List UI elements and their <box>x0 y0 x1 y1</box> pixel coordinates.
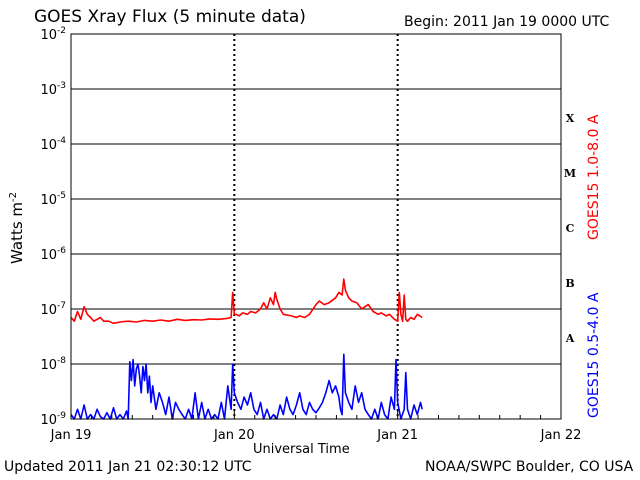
flare-class-m: M <box>564 167 576 180</box>
y-axis-ticks: 10-910-810-710-610-510-410-310-2 <box>40 26 77 428</box>
y-tick-exponent: -5 <box>57 191 66 201</box>
y-tick-base: 10 <box>40 248 57 263</box>
y-tick-exponent: -8 <box>57 356 66 366</box>
y-tick-label: 10-5 <box>40 191 66 208</box>
x-tick-label: Jan 19 <box>50 428 92 443</box>
y-tick-exponent: -4 <box>57 136 66 146</box>
y-tick-base: 10 <box>40 83 57 98</box>
y-tick-label: 10-9 <box>40 411 66 428</box>
y-tick-base: 10 <box>40 303 57 318</box>
x-axis-label: Universal Time <box>253 442 350 457</box>
flare-class-labels: A B C M X <box>564 112 576 345</box>
y-tick-label: 10-4 <box>40 136 66 153</box>
plot-frame <box>70 33 562 420</box>
x-tick-label: Jan 21 <box>376 428 418 443</box>
y-tick-exponent: -2 <box>57 26 66 36</box>
y-tick-label: 10-6 <box>40 246 66 263</box>
x-axis-ticks: Jan 19 Jan 20 Jan 21 Jan 22 <box>50 411 582 443</box>
series-layer <box>70 278 423 420</box>
flare-class-c: C <box>566 222 575 235</box>
chart-title: GOES Xray Flux (5 minute data) <box>34 7 306 27</box>
y-axis-label: Watts m-2 <box>8 192 26 264</box>
y-tick-base: 10 <box>40 28 57 43</box>
x-tick-label: Jan 22 <box>540 428 582 443</box>
y-tick-exponent: -9 <box>57 411 66 421</box>
y-tick-label: 10-7 <box>40 301 66 318</box>
y-tick-label: 10-2 <box>40 26 66 43</box>
legend-long-channel: GOES15 1.0-8.0 A <box>586 114 602 240</box>
flare-class-a: A <box>565 332 575 345</box>
y-tick-label: 10-3 <box>40 81 66 98</box>
y-tick-exponent: -6 <box>57 246 66 256</box>
x-tick-label: Jan 20 <box>213 428 255 443</box>
grid-layer <box>71 34 561 419</box>
y-tick-label: 10-8 <box>40 356 66 373</box>
y-axis-label-base: Watts m <box>8 202 26 264</box>
y-tick-base: 10 <box>40 413 57 428</box>
y-tick-base: 10 <box>40 358 57 373</box>
legend-short-channel: GOES15 0.5-4.0 A <box>586 292 602 418</box>
y-tick-exponent: -3 <box>57 81 66 91</box>
series-long-channel <box>70 278 423 325</box>
credit-line: NOAA/SWPC Boulder, CO USA <box>425 459 634 475</box>
y-axis-label-exponent: -2 <box>8 192 19 202</box>
y-tick-base: 10 <box>40 138 57 153</box>
flare-class-x: X <box>566 112 575 125</box>
updated-timestamp: Updated 2011 Jan 21 02:30:12 UTC <box>4 459 252 475</box>
y-tick-base: 10 <box>40 193 57 208</box>
series-short-channel <box>70 353 423 420</box>
y-tick-exponent: -7 <box>57 301 66 311</box>
begin-time: Begin: 2011 Jan 19 0000 UTC <box>404 14 610 30</box>
flare-class-b: B <box>565 277 574 290</box>
